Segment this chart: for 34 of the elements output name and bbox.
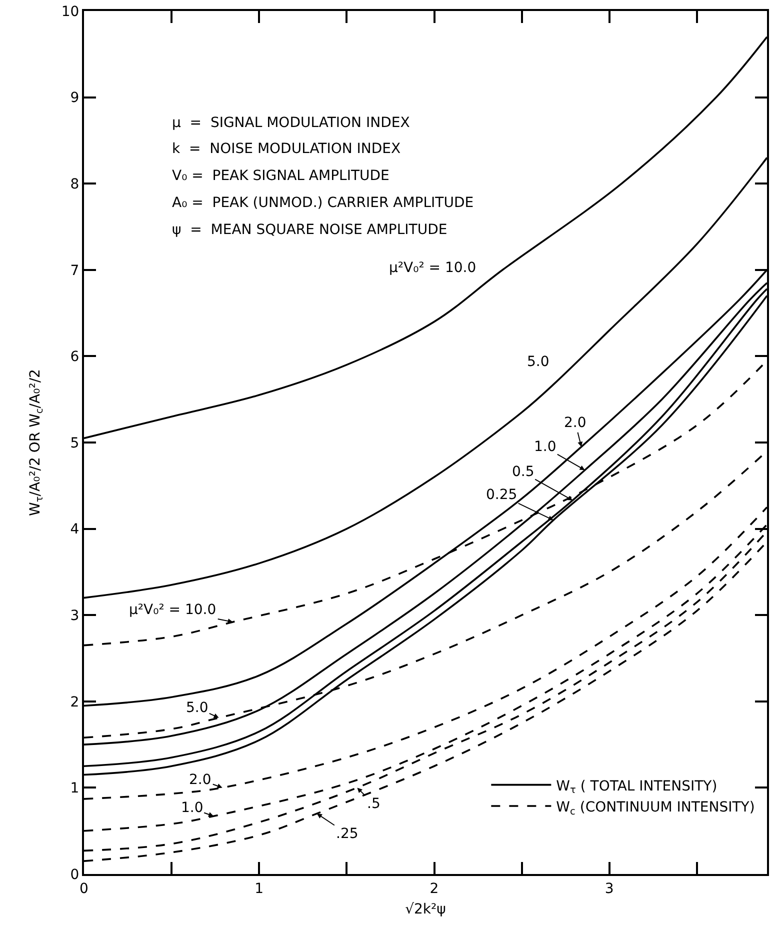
y-tick-label: 3 xyxy=(70,608,80,624)
annotation: A₀ = PEAK (UNMOD.) CARRIER AMPLITUDE xyxy=(172,195,474,211)
annotation: 5.0 xyxy=(186,700,208,716)
legend-label: W$_{c}$ (CONTINUUM INTENSITY) xyxy=(556,799,755,818)
annotation: μ²V₀² = 10.0 xyxy=(129,602,216,618)
y-tick-label: 2 xyxy=(70,694,80,710)
annotation: .5 xyxy=(367,796,380,812)
y-tick-label: 8 xyxy=(70,176,80,192)
y-tick-label: 0 xyxy=(70,866,80,883)
x-tick-label: 1 xyxy=(254,880,264,897)
annotation: 2.0 xyxy=(564,415,586,431)
y-tick-label: 4 xyxy=(70,522,80,538)
legend-label: W$_{τ}$ ( TOTAL INTENSITY) xyxy=(556,778,718,796)
annotation: k = NOISE MODULATION INDEX xyxy=(172,141,402,157)
y-tick-label: 9 xyxy=(70,90,80,106)
x-tick-label: 3 xyxy=(604,880,614,897)
annotation: 1.0 xyxy=(181,800,204,816)
x-tick-label: 2 xyxy=(430,880,439,897)
y-tick-label: 5 xyxy=(70,435,80,452)
annotation: .25 xyxy=(336,826,358,842)
y-tick-label: 10 xyxy=(61,4,80,20)
annotation: 5.0 xyxy=(527,354,550,370)
annotation: V₀ = PEAK SIGNAL AMPLITUDE xyxy=(172,168,390,184)
annotation: 0.5 xyxy=(512,464,534,480)
y-tick-label: 6 xyxy=(70,349,80,366)
y-tick-label: 1 xyxy=(70,780,80,797)
y-tick-label: 7 xyxy=(70,262,80,279)
x-axis-title: √2k²ψ xyxy=(405,902,446,918)
annotation: 2.0 xyxy=(189,772,212,788)
annotation: μ²V₀² = 10.0 xyxy=(389,260,476,276)
annotation: ψ = MEAN SQUARE NOISE AMPLITUDE xyxy=(172,222,448,238)
annotation: 0.25 xyxy=(486,487,518,503)
annotation: 1.0 xyxy=(534,439,556,455)
annotation: μ = SIGNAL MODULATION INDEX xyxy=(172,115,410,131)
